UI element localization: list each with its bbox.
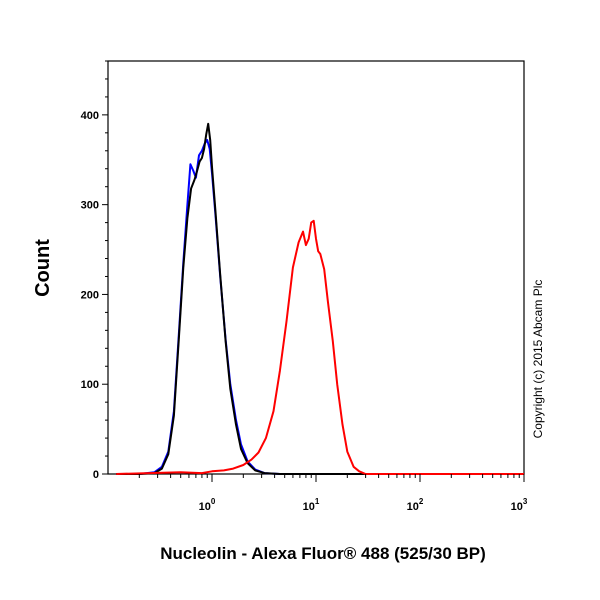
series-line-3: [116, 219, 524, 475]
ticks-layer: 0 100 200 300 400 100 101 102 103: [81, 60, 528, 513]
series-line-2: [116, 122, 524, 475]
y-tick-label: 200: [81, 289, 99, 301]
x-tick-label: 101: [303, 497, 320, 513]
series-line-1: [116, 139, 524, 475]
y-tick-label: 400: [81, 110, 99, 122]
x-tick-label: 102: [407, 497, 424, 513]
x-tick-label: 100: [199, 497, 216, 513]
y-tick-label: 100: [81, 379, 99, 391]
y-tick-label: 300: [81, 200, 99, 212]
series-layer: [116, 122, 524, 475]
plot-frame: [107, 60, 525, 475]
x-axis-title: Nucleolin - Alexa Fluor® 488 (525/30 BP): [160, 544, 486, 563]
x-tick-label: 103: [511, 497, 528, 513]
plot-area: [107, 60, 525, 475]
copyright-notice: Copyright (c) 2015 Abcam Plc: [531, 280, 545, 439]
y-axis-title: Count: [32, 239, 54, 297]
y-tick-label: 0: [93, 469, 99, 481]
